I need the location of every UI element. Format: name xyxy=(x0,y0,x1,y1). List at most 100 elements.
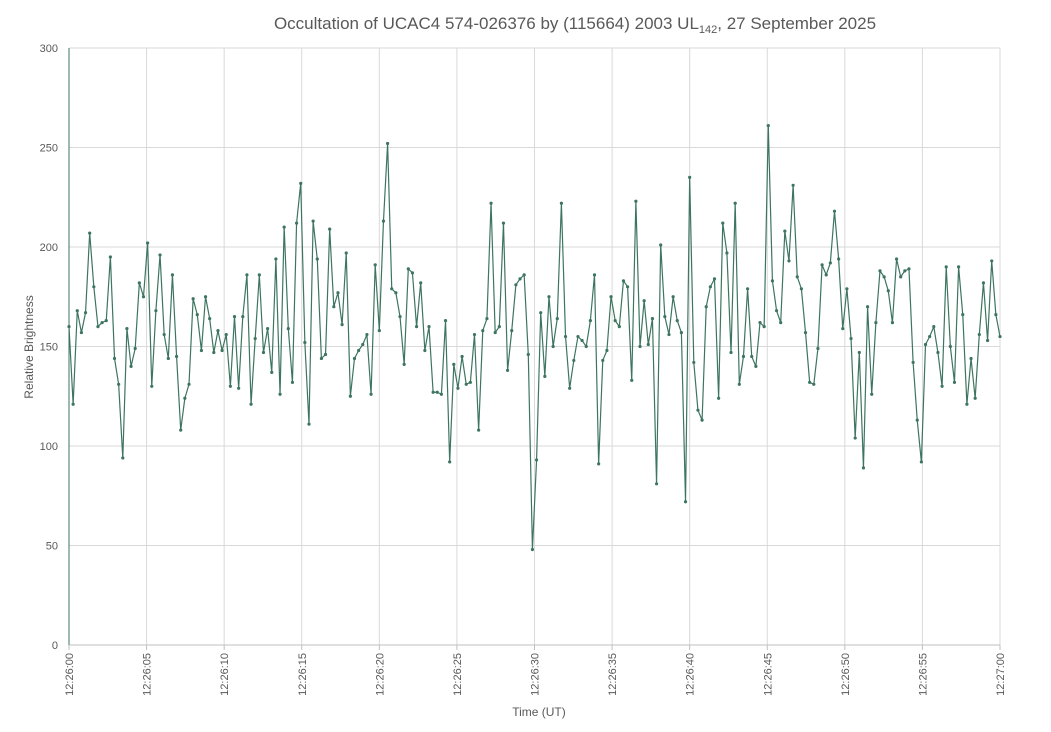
data-point xyxy=(203,295,208,299)
x-tick-label: 12:26:30 xyxy=(530,653,542,696)
data-point xyxy=(770,279,775,283)
x-tick-label: 12:26:50 xyxy=(840,653,852,696)
data-point xyxy=(878,269,882,273)
data-point xyxy=(696,408,700,412)
data-point xyxy=(580,338,584,343)
data-point xyxy=(530,547,535,552)
y-tick-label: 250 xyxy=(40,143,58,155)
data-point xyxy=(303,340,307,345)
data-point xyxy=(373,263,377,267)
data-point xyxy=(340,323,344,327)
data-point xyxy=(398,315,402,319)
data-point xyxy=(249,402,253,406)
y-tick-label: 300 xyxy=(40,43,58,55)
chart-title-subscript: 142 xyxy=(699,24,717,36)
data-point xyxy=(762,325,766,329)
x-tick-label: 12:26:40 xyxy=(685,653,697,696)
data-point xyxy=(915,418,919,422)
data-point xyxy=(634,199,638,203)
data-point xyxy=(431,390,435,394)
x-tick-label: 12:26:25 xyxy=(452,653,464,696)
x-tick-label: 12:26:05 xyxy=(142,653,154,696)
data-point xyxy=(799,287,803,291)
data-point xyxy=(456,386,460,390)
data-point xyxy=(940,384,944,388)
data-point xyxy=(646,342,650,347)
data-point xyxy=(307,422,311,426)
data-point xyxy=(675,319,679,323)
data-point xyxy=(621,279,626,283)
data-point xyxy=(518,277,522,281)
data-point xyxy=(688,175,692,179)
data-point xyxy=(667,332,671,337)
data-point xyxy=(865,305,870,309)
data-point xyxy=(597,462,601,466)
data-point xyxy=(208,317,212,321)
data-point xyxy=(563,334,568,339)
data-point xyxy=(791,183,795,187)
data-point xyxy=(779,321,783,325)
x-tick-label: 12:26:20 xyxy=(374,653,386,696)
data-point xyxy=(605,348,609,353)
data-point xyxy=(146,241,150,245)
data-point xyxy=(663,315,667,319)
data-point xyxy=(71,402,75,406)
data-point xyxy=(944,265,948,269)
data-point xyxy=(241,315,245,319)
data-point xyxy=(419,281,423,285)
chart-title: Occultation of UCAC4 574-026376 by (1156… xyxy=(274,14,876,36)
data-point xyxy=(100,321,104,325)
data-point xyxy=(448,460,452,464)
data-point xyxy=(750,354,754,359)
data-point xyxy=(609,295,613,299)
data-point xyxy=(650,317,655,321)
data-point xyxy=(88,231,92,235)
data-point xyxy=(191,297,195,301)
data-point xyxy=(423,348,427,353)
data-point xyxy=(179,428,183,432)
data-point xyxy=(870,392,874,396)
data-point xyxy=(787,259,791,263)
data-point xyxy=(460,354,464,359)
data-point xyxy=(361,342,365,347)
data-point xyxy=(932,325,936,329)
data-point xyxy=(774,309,779,313)
data-point xyxy=(969,356,973,361)
data-point xyxy=(79,330,84,335)
data-point xyxy=(704,305,708,309)
data-point xyxy=(812,382,816,386)
data-point xyxy=(783,229,787,233)
data-point xyxy=(439,392,443,396)
data-point xyxy=(741,354,746,359)
data-point xyxy=(998,334,1002,339)
data-point xyxy=(948,344,952,349)
data-point xyxy=(601,358,605,363)
data-point xyxy=(274,257,278,261)
data-point xyxy=(824,273,828,277)
data-point xyxy=(232,315,237,319)
data-point xyxy=(882,275,886,279)
data-point xyxy=(390,287,394,291)
data-point xyxy=(154,309,158,313)
data-point xyxy=(874,321,878,325)
data-point xyxy=(220,348,224,353)
data-point xyxy=(352,356,357,361)
data-point xyxy=(443,319,448,323)
data-point xyxy=(336,291,340,295)
data-point xyxy=(477,428,481,432)
data-point xyxy=(402,362,406,367)
data-point xyxy=(961,313,965,317)
data-point xyxy=(278,392,282,396)
data-point xyxy=(526,352,530,357)
data-point xyxy=(712,277,717,281)
data-point xyxy=(212,350,216,355)
data-point xyxy=(410,271,415,275)
data-point xyxy=(820,263,824,267)
data-point xyxy=(150,384,154,388)
data-point xyxy=(104,319,108,323)
x-tick-label: 12:26:15 xyxy=(297,653,309,696)
data-point xyxy=(414,325,419,329)
data-point xyxy=(584,344,588,349)
data-point xyxy=(717,396,721,400)
data-point xyxy=(377,328,381,333)
